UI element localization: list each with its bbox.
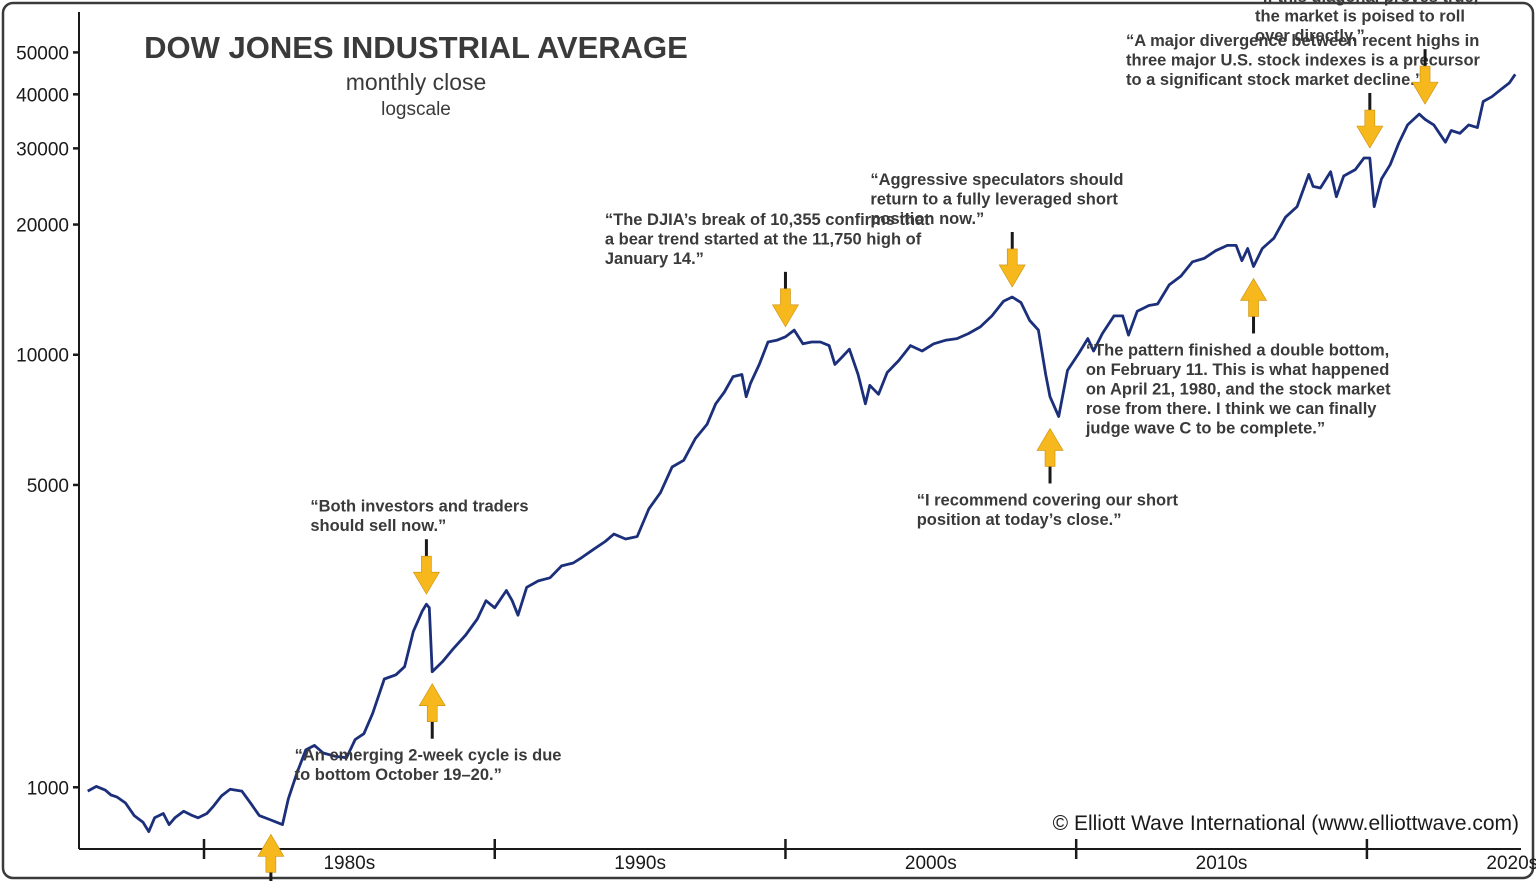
up-arrow-icon <box>1036 427 1064 467</box>
annotation-quote: “Both investors and traders should sell n… <box>310 498 528 536</box>
annotation-quote-line: a bear trend started at the 11,750 high … <box>605 230 922 248</box>
annotation-quote: “An emerging 2-week cycle is due to botto… <box>295 747 562 785</box>
annotation: “A major divergence between recent highs… <box>1126 32 1481 149</box>
up-arrow-icon <box>1240 277 1268 317</box>
annotation-quote: “A major divergence between recent highs… <box>1126 32 1481 89</box>
annotation-quote-line: three major U.S. stock indexes is a prec… <box>1126 52 1481 70</box>
annotation-layer: “Super Bull Market Underway.” “Both inves… <box>257 0 1481 881</box>
annotation-quote: "If this diagonal proves true, the market… <box>1255 0 1478 45</box>
title-block: DOW JONES INDUSTRIAL AVERAGE monthly clo… <box>144 30 688 120</box>
annotation-quote-line: the market is poised to roll <box>1255 8 1465 26</box>
annotation-quote-line: over directly.” <box>1255 27 1365 45</box>
annotation: “Super Bull Market Underway.” <box>257 833 285 881</box>
x-tick-label: 1980s <box>323 853 375 874</box>
annotation: “The pattern finished a double bottom, on… <box>1085 277 1391 437</box>
x-tick-label: 2020s <box>1486 853 1536 874</box>
annotation: “The DJIA’s break of 10,355 confirms tha… <box>605 211 930 328</box>
annotation-quote: “The DJIA’s break of 10,355 confirms tha… <box>605 211 930 268</box>
up-arrow-icon <box>257 833 285 873</box>
annotation-quote-line: rose from there. I think we can finally <box>1086 400 1377 418</box>
y-tick-label: 30000 <box>16 139 69 160</box>
axes <box>78 12 1521 850</box>
x-tick-label: 2010s <box>1196 853 1248 874</box>
annotation-quote-line: January 14.” <box>605 250 704 268</box>
annotation-quote: “I recommend covering our short position … <box>917 491 1179 529</box>
annotation: “Both investors and traders should sell n… <box>310 498 529 595</box>
annotation-quote-line: position now.” <box>870 210 984 228</box>
annotation-quote: “Aggressive speculators should return to … <box>870 171 1123 228</box>
annotation-quote-line: on April 21, 1980, and the stock market <box>1086 380 1391 398</box>
annotation-quote-line: return to a fully leveraged short <box>870 190 1118 208</box>
y-axis-ticks: 1000 5000 10000 20000 30000 40000 50000 <box>16 43 79 799</box>
y-tick-label: 1000 <box>27 778 69 799</box>
annotation: “An emerging 2-week cycle is due to botto… <box>295 683 562 785</box>
annotation-quote-line: “I recommend covering our short <box>917 491 1179 509</box>
y-tick-label: 5000 <box>27 476 69 497</box>
down-arrow-icon <box>412 555 440 595</box>
scale-note: logscale <box>381 99 451 120</box>
annotation-quote-line: “A major divergence between recent highs… <box>1126 32 1479 50</box>
up-arrow-icon <box>418 683 446 723</box>
x-tick-label: 2000s <box>905 853 957 874</box>
down-arrow-icon <box>998 248 1026 288</box>
annotation-quote-line: position at today’s close.” <box>917 511 1122 529</box>
copyright-notice: © Elliott Wave International (www.elliot… <box>1053 812 1519 835</box>
down-arrow-icon <box>1411 65 1439 105</box>
annotation-quote: “The pattern finished a double bottom, on… <box>1085 341 1391 437</box>
annotation-quote-line: to bottom October 19–20.” <box>295 766 502 784</box>
annotation: “I recommend covering our short position … <box>917 427 1179 529</box>
y-tick-label: 10000 <box>16 346 69 367</box>
y-tick-label: 50000 <box>16 43 69 64</box>
series-layer <box>87 73 1517 833</box>
chart-title: DOW JONES INDUSTRIAL AVERAGE <box>144 30 688 65</box>
annotation-quote-line: “An emerging 2-week cycle is due <box>295 747 562 765</box>
annotation: “Aggressive speculators should return to … <box>870 171 1123 288</box>
annotation-quote-line: “The pattern finished a double bottom, <box>1086 341 1389 359</box>
y-tick-label: 20000 <box>16 216 69 237</box>
annotation-quote-line: "If this diagonal proves true, <box>1255 0 1478 6</box>
down-arrow-icon <box>771 288 799 328</box>
annotation-quote-line: on February 11. This is what happened <box>1086 361 1390 379</box>
x-axis-ticks: 1980s 1990s 2000s 2010s 2020s <box>202 839 1536 874</box>
annotation: "If this diagonal proves true, the market… <box>1255 0 1478 105</box>
annotation-quote-line: should sell now.” <box>310 517 446 535</box>
x-tick-label: 1990s <box>614 853 666 874</box>
annotation-quote-line: “The DJIA’s break of 10,355 confirms tha… <box>605 211 930 229</box>
down-arrow-icon <box>1356 109 1384 149</box>
chart-subtitle: monthly close <box>346 69 487 95</box>
annotation-quote-line: “Aggressive speculators should <box>870 171 1123 189</box>
y-tick-label: 40000 <box>16 85 69 106</box>
djia-series-line <box>87 73 1517 833</box>
annotation-quote-line: to a significant stock market decline.” <box>1126 71 1423 89</box>
annotation-quote-line: “Both investors and traders <box>310 498 528 516</box>
annotation-quote-line: judge wave C to be complete.” <box>1085 419 1325 437</box>
